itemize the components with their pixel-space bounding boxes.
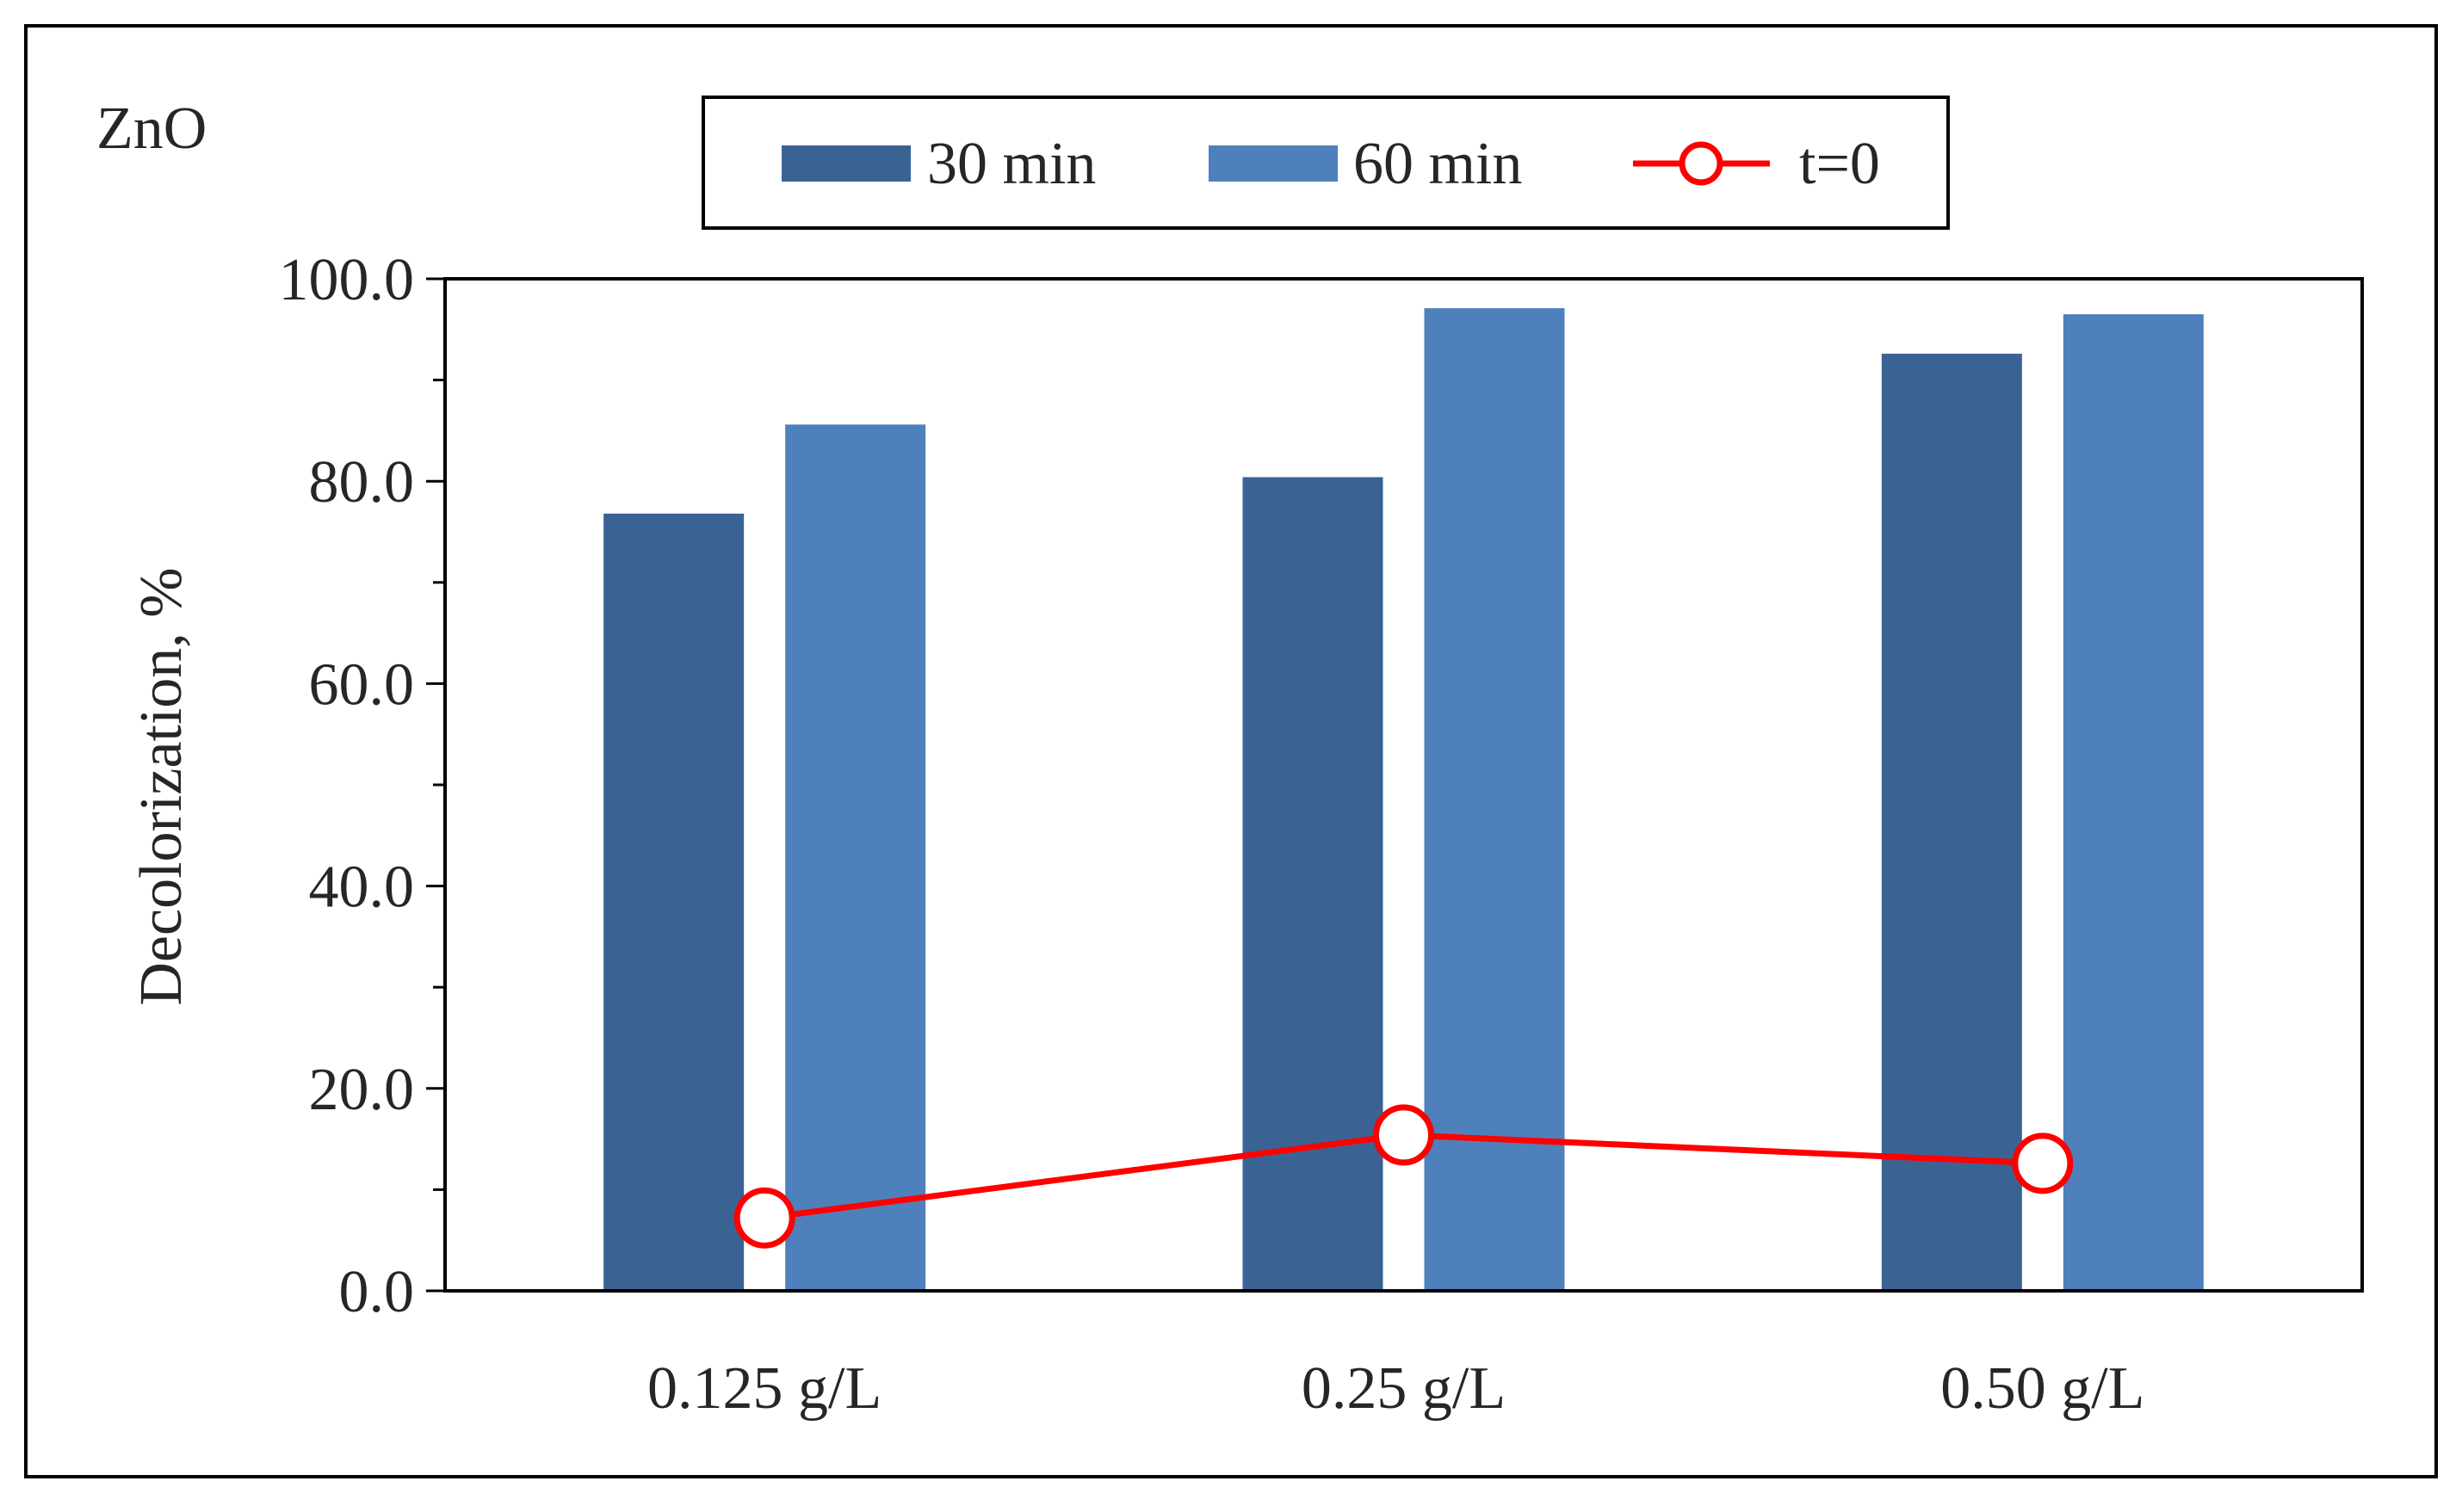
legend-label-30min: 30 min	[927, 131, 1096, 197]
y-tick-label: 20.0	[309, 1057, 415, 1123]
legend-swatch-60min	[1209, 145, 1338, 182]
chart-title: ZnO	[96, 96, 207, 162]
legend: 30 min 60 min t=0	[702, 96, 1950, 230]
bar-30min-2	[1242, 477, 1383, 1291]
y-tick-label: 0.0	[339, 1259, 415, 1325]
marker-t0-3	[2012, 1132, 2074, 1194]
legend-label-60min: 60 min	[1353, 131, 1522, 197]
marker-t0-2	[1373, 1104, 1434, 1166]
legend-label-t0: t=0	[1799, 131, 1880, 197]
x-tick-label: 0.125 g/L	[647, 1355, 881, 1422]
legend-item-30min: 30 min	[782, 131, 1096, 197]
bar-30min-1	[603, 513, 745, 1291]
y-axis-label: Decolorization, %	[128, 567, 195, 1005]
bar-60min-1	[785, 424, 926, 1291]
chart-frame	[24, 24, 2438, 1478]
bar-60min-3	[2063, 314, 2204, 1291]
y-tick-label: 60.0	[309, 651, 415, 718]
plot-area: 0.0 20.0 40.0 60.0 80.0 100.0 0.125 g/L 0.25 g/…	[279, 247, 2364, 1422]
y-tick-label: 40.0	[309, 855, 415, 921]
legend-swatch-30min	[782, 145, 911, 182]
legend-item-60min: 60 min	[1209, 131, 1522, 197]
legend-marker-t0	[1679, 141, 1723, 186]
legend-item-t0: t=0	[1633, 131, 1880, 197]
bar-60min-2	[1424, 308, 1565, 1291]
bar-30min-3	[1881, 354, 2022, 1292]
x-tick-label: 0.50 g/L	[1940, 1355, 2144, 1422]
marker-t0-1	[733, 1187, 795, 1249]
y-tick-label: 80.0	[309, 449, 415, 515]
y-tick-label: 100.0	[279, 247, 415, 313]
x-tick-label: 0.25 g/L	[1302, 1355, 1506, 1422]
